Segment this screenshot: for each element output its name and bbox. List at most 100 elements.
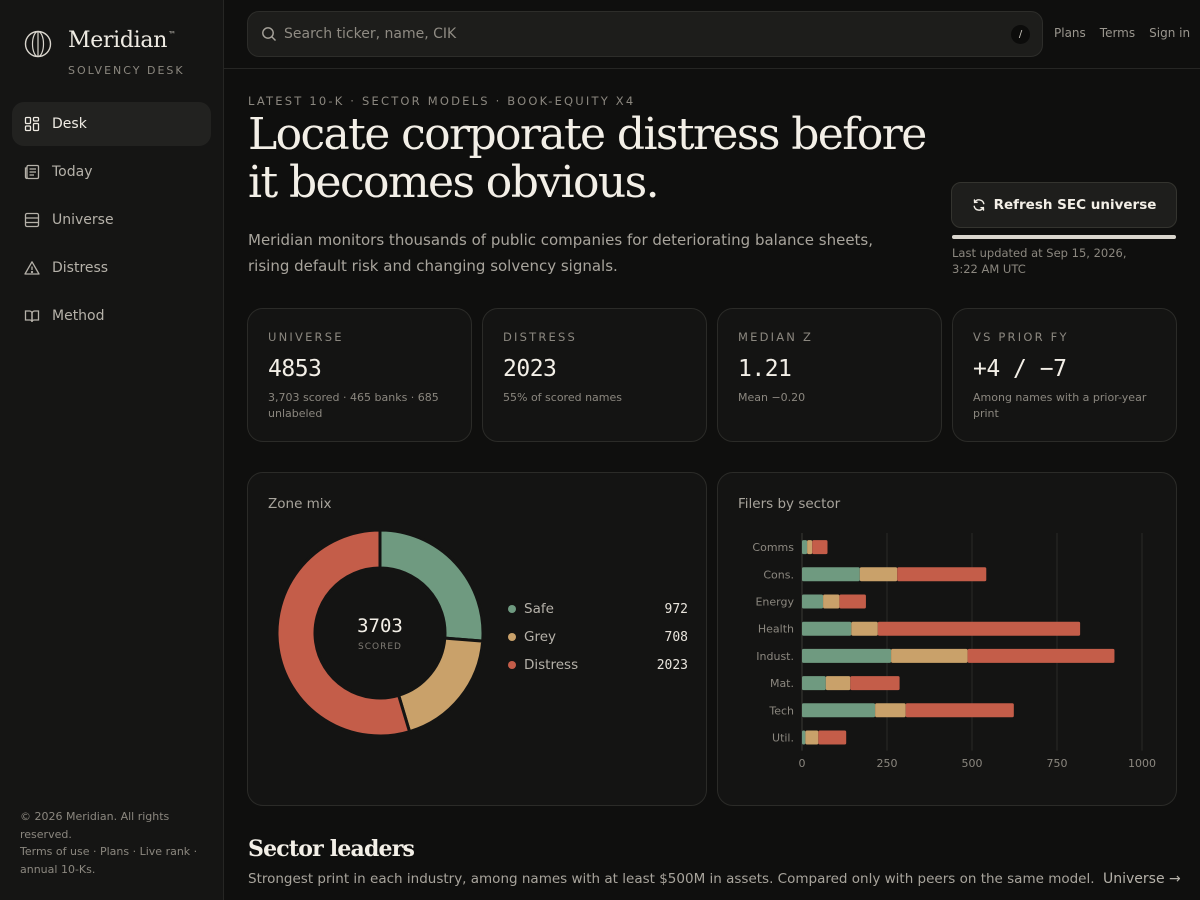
dashboard-icon xyxy=(24,116,40,132)
universe-link[interactable]: Universe → xyxy=(1103,871,1181,887)
stat-value: 1.21 xyxy=(738,356,792,382)
hero-eyebrow: LATEST 10-K · SECTOR MODELS · BOOK-EQUIT… xyxy=(248,94,636,108)
stat-value: 2023 xyxy=(503,356,557,382)
y-tick-label: Util. xyxy=(772,732,794,745)
sidebar-item-label: Today xyxy=(52,164,93,180)
hero-lede: Meridian monitors thousands of public co… xyxy=(248,231,874,275)
bar-grey-comms xyxy=(807,540,813,555)
x-tick-label: 1000 xyxy=(1128,757,1156,770)
y-tick-label: Health xyxy=(758,623,794,636)
stat-card-vs-prior: VS PRIOR FY +4 / −7 Among names with a p… xyxy=(952,308,1177,442)
zone-mix-title: Zone mix xyxy=(268,496,332,512)
bar-distress-mat xyxy=(850,676,900,691)
sidebar-item-label: Method xyxy=(52,308,105,324)
sidebar-nav: Desk Today Universe Distress Method xyxy=(12,102,211,342)
bar-safe-health xyxy=(802,621,852,636)
bar-distress-health xyxy=(877,621,1081,636)
stat-card-distress: DISTRESS 2023 55% of scored names xyxy=(482,308,707,442)
globe-logo-icon xyxy=(24,30,52,58)
newspaper-icon xyxy=(24,164,40,180)
x-tick-label: 500 xyxy=(962,757,983,770)
sidebar-item-desk[interactable]: Desk xyxy=(12,102,211,146)
bar-safe-comms xyxy=(802,540,808,555)
bar-safe-cons xyxy=(802,567,860,582)
sidebar-item-distress[interactable]: Distress xyxy=(12,246,211,290)
bar-distress-energy xyxy=(839,594,866,609)
sidebar: Meridian™ SOLVENCY DESK Desk Today Unive… xyxy=(0,0,224,900)
x-tick-label: 0 xyxy=(799,757,806,770)
legend-item-distress: Distress 2023 xyxy=(508,651,688,679)
bar-safe-util xyxy=(802,730,806,745)
stat-note: Mean −0.20 xyxy=(738,391,806,404)
bar-grey-indust xyxy=(891,648,968,663)
search-icon xyxy=(262,27,276,41)
refresh-icon xyxy=(973,199,985,211)
sector-bar-chart: 0 250 500 750 1000 Comms Cons. Energy Health Indu… xyxy=(752,533,1156,770)
y-tick-label: Comms xyxy=(752,541,794,554)
zone-mix-panel: Zone mix 3703 SCORED Safe 972 Grey 708 D… xyxy=(247,472,707,806)
top-link-plans[interactable]: Plans xyxy=(1054,26,1086,40)
legend-value: 2023 xyxy=(656,657,688,673)
legend-label: Grey xyxy=(524,629,557,645)
sidebar-item-label: Desk xyxy=(52,116,87,132)
zone-mix-donut-chart xyxy=(277,530,483,736)
sidebar-item-method[interactable]: Method xyxy=(12,294,211,338)
bar-safe-mat xyxy=(802,676,826,691)
stat-card-median-z: MEDIAN Z 1.21 Mean −0.20 xyxy=(717,308,942,442)
bar-safe-tech xyxy=(802,703,876,718)
hero-headline: Locate corporate distress before it beco… xyxy=(248,109,927,208)
search-box[interactable]: / xyxy=(247,11,1043,57)
topbar: / Plans Terms Sign in xyxy=(224,0,1200,69)
x-tick-label: 750 xyxy=(1047,757,1068,770)
stat-label: DISTRESS xyxy=(503,330,578,344)
sector-leaders-title: Sector leaders xyxy=(248,836,415,862)
top-link-terms[interactable]: Terms xyxy=(1099,26,1136,40)
top-links: Plans Terms Sign in xyxy=(1054,26,1200,40)
sector-chart-title: Filers by sector xyxy=(738,496,841,512)
warning-icon xyxy=(24,260,40,276)
sidebar-item-universe[interactable]: Universe xyxy=(12,198,211,242)
footer-link-terms[interactable]: Terms of use xyxy=(20,845,90,858)
brand-subtitle: SOLVENCY DESK xyxy=(68,64,185,77)
donut-slice-safe xyxy=(378,530,483,643)
bar-distress-comms xyxy=(812,540,828,555)
legend-value: 708 xyxy=(664,629,688,645)
y-tick-label: Energy xyxy=(755,596,794,609)
donut-total-label: SCORED xyxy=(358,642,402,652)
donut-total: 3703 xyxy=(357,615,403,637)
stat-label: MEDIAN Z xyxy=(738,330,814,344)
footer-link-live-rank[interactable]: Live rank xyxy=(139,845,191,858)
brand-logo[interactable]: Meridian™ xyxy=(24,28,176,58)
top-link-sign-in[interactable]: Sign in xyxy=(1149,26,1191,40)
search-shortcut-badge: / xyxy=(1011,25,1030,44)
footer-link-plans[interactable]: Plans xyxy=(99,845,130,858)
y-tick-label: Indust. xyxy=(756,650,794,663)
brand-name: Meridian™ xyxy=(68,28,176,53)
bar-grey-health xyxy=(851,621,878,636)
brand-name-text: Meridian xyxy=(68,28,168,53)
bar-grey-tech xyxy=(875,703,906,718)
stat-label: VS PRIOR FY xyxy=(973,330,1069,344)
legend-swatch xyxy=(508,661,516,669)
bar-grey-cons xyxy=(859,567,898,582)
stat-note: 55% of scored names xyxy=(503,391,623,404)
donut-slice-distress xyxy=(277,530,412,736)
table-icon xyxy=(24,212,40,228)
bar-distress-indust xyxy=(967,648,1115,663)
brand-tm: ™ xyxy=(168,30,177,39)
legend-label: Distress xyxy=(524,657,579,673)
stat-label: UNIVERSE xyxy=(268,330,344,344)
y-tick-label: Mat. xyxy=(770,677,794,690)
x-tick-label: 250 xyxy=(877,757,898,770)
sidebar-footer: © 2026 Meridian. All rights reserved. Te… xyxy=(20,810,198,876)
search-input[interactable] xyxy=(284,12,984,56)
sidebar-item-today[interactable]: Today xyxy=(12,150,211,194)
bar-grey-util xyxy=(805,730,819,745)
y-tick-label: Tech xyxy=(768,704,794,717)
refresh-progress-bar xyxy=(952,235,1176,239)
sector-leaders-subtitle: Strongest print in each industry, among … xyxy=(248,871,1095,887)
legend-item-safe: Safe 972 xyxy=(508,595,688,623)
stat-note: 3,703 scored · 465 banks · 685 unlabeled xyxy=(268,391,439,420)
stat-card-universe: UNIVERSE 4853 3,703 scored · 465 banks ·… xyxy=(247,308,472,442)
refresh-universe-button[interactable]: Refresh SEC universe xyxy=(951,182,1177,228)
